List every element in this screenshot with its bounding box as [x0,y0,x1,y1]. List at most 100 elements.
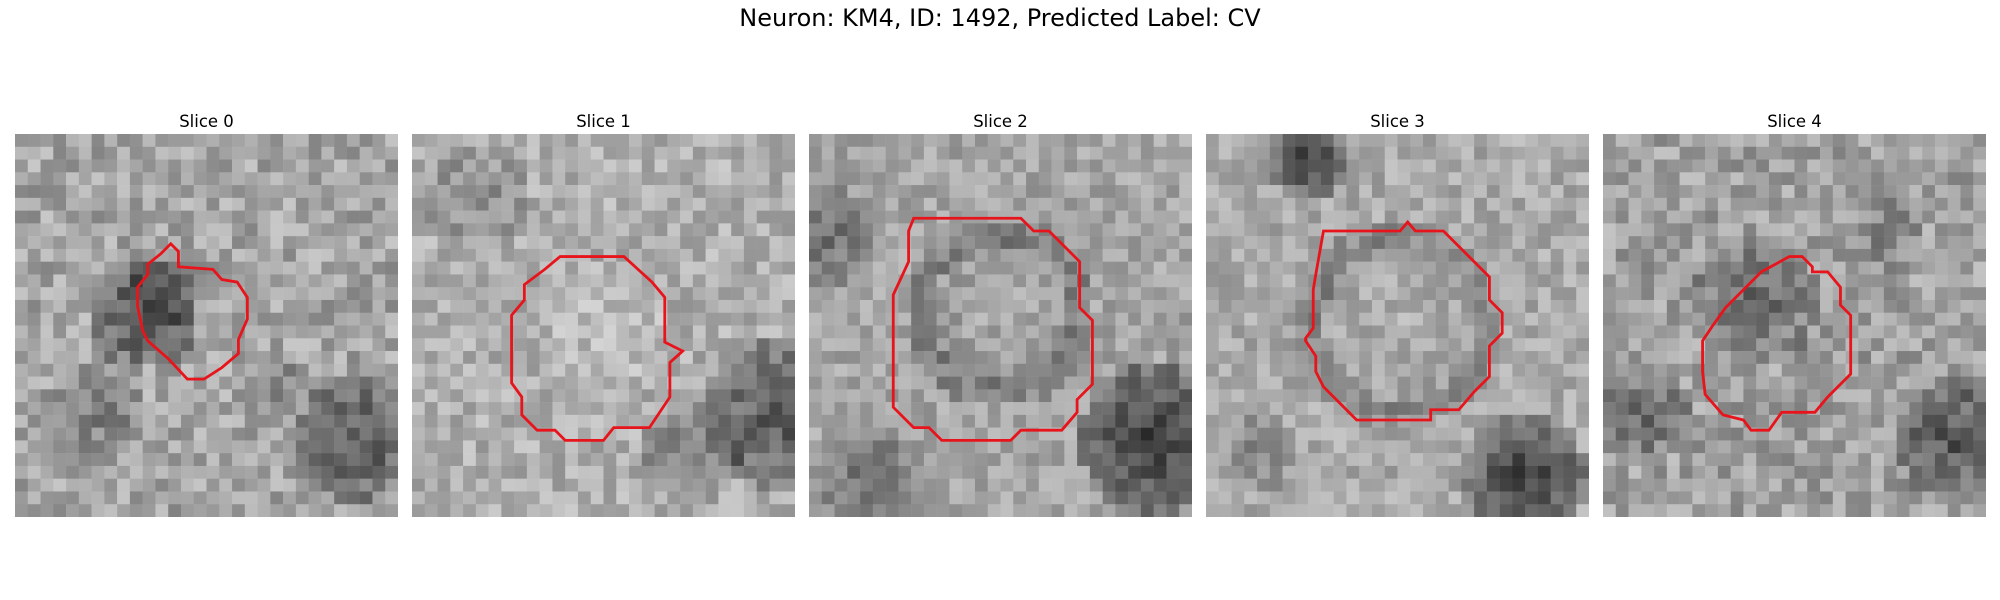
image-pixel [1603,402,1617,416]
image-pixel [1603,134,1617,148]
image-pixel [1717,274,1731,288]
image-pixel [809,325,823,339]
image-pixel [987,338,1001,352]
image-pixel [1410,248,1424,262]
image-pixel [1179,134,1192,148]
image-pixel [1756,197,1770,211]
image-pixel [834,427,848,441]
image-pixel [1768,236,1782,250]
image-pixel [1295,376,1309,390]
image-pixel [1013,351,1027,365]
image-pixel [1679,453,1693,467]
image-pixel [1397,197,1411,211]
image-pixel [1615,159,1629,173]
image-pixel [911,197,925,211]
image-pixel [1486,389,1500,403]
image-pixel [359,427,373,441]
image-pixel [78,338,92,352]
image-pixel [987,325,1001,339]
image-pixel [1474,236,1488,250]
image-pixel [898,299,912,313]
image-pixel [488,465,502,479]
image-pixel [117,248,131,262]
image-pixel [1794,261,1808,275]
image-pixel [1115,274,1129,288]
image-pixel [1934,287,1948,301]
image-pixel [590,427,604,441]
image-pixel [257,440,271,454]
image-pixel [1832,351,1846,365]
image-pixel [295,274,309,288]
image-pixel [1371,248,1385,262]
image-pixel [15,312,29,326]
image-pixel [1563,287,1577,301]
image-pixel [692,261,706,275]
image-pixel [705,402,719,416]
image-pixel [15,172,29,186]
image-pixel [206,134,220,148]
image-pixel [1282,478,1296,492]
image-pixel [1397,172,1411,186]
image-pixel [475,376,489,390]
image-pixel [782,465,795,479]
image-pixel [1461,197,1475,211]
image-pixel [1140,210,1154,224]
image-pixel [756,427,770,441]
image-pixel [1666,491,1680,505]
image-pixel [129,185,143,199]
image-pixel [654,134,668,148]
image-pixel [1423,453,1437,467]
image-pixel [193,440,207,454]
image-pixel [1140,299,1154,313]
image-pixel [334,197,348,211]
image-pixel [1679,478,1693,492]
image-pixel [1218,159,1232,173]
image-pixel [78,427,92,441]
image-pixel [424,376,438,390]
image-pixel [1973,299,1986,313]
image-pixel [1960,402,1974,416]
image-pixel [1320,440,1334,454]
image-pixel [756,185,770,199]
image-pixel [1013,465,1027,479]
image-pixel [1654,504,1668,517]
image-pixel [769,299,783,313]
image-pixel [1794,223,1808,237]
image-pixel [168,134,182,148]
image-pixel [1871,134,1885,148]
image-pixel [1077,159,1091,173]
image-pixel [526,185,540,199]
image-pixel [1333,312,1347,326]
image-pixel [1128,223,1142,237]
image-pixel [295,363,309,377]
image-pixel [1576,134,1589,148]
image-pixel [1000,261,1014,275]
image-pixel [1346,478,1360,492]
image-pixel [257,376,271,390]
image-pixel [1512,172,1526,186]
image-pixel [590,134,604,148]
image-pixel [1603,325,1617,339]
image-pixel [590,197,604,211]
image-pixel [1909,287,1923,301]
image-pixel [1654,453,1668,467]
image-pixel [834,210,848,224]
image-pixel [539,299,553,313]
image-pixel [1435,338,1449,352]
image-pixel [821,134,835,148]
image-pixel [1832,478,1846,492]
image-pixel [590,274,604,288]
image-pixel [257,465,271,479]
image-pixel [1717,465,1731,479]
image-pixel [1756,414,1770,428]
image-pixel [974,223,988,237]
image-pixel [1423,376,1437,390]
image-pixel [117,376,131,390]
image-pixel [514,210,528,224]
image-pixel [1257,210,1271,224]
image-pixel [437,440,451,454]
image-pixel [412,312,426,326]
image-pixel [1026,465,1040,479]
image-pixel [936,338,950,352]
image-pixel [244,363,258,377]
